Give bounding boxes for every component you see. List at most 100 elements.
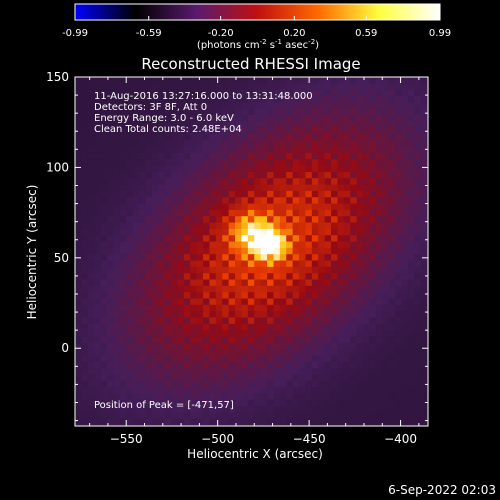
heatmap-cell — [222, 216, 230, 224]
heatmap-cell — [119, 121, 127, 129]
heatmap-cell — [164, 133, 172, 141]
heatmap-cell — [318, 292, 326, 300]
heatmap-cell — [75, 292, 82, 300]
heatmap-cell — [183, 127, 191, 135]
heatmap-cell — [299, 197, 307, 205]
heatmap-cell — [343, 387, 351, 395]
heatmap-cell — [369, 380, 377, 388]
heatmap-cell — [395, 387, 403, 395]
heatmap-cell — [407, 292, 415, 300]
heatmap-cell — [337, 355, 345, 363]
heatmap-cell — [132, 380, 140, 388]
heatmap-cell — [235, 292, 243, 300]
heatmap-cell — [318, 95, 326, 103]
info-line: 11-Aug-2016 13:27:16.000 to 13:31:48.000 — [94, 91, 313, 102]
heatmap-cell — [177, 235, 185, 243]
heatmap-cell — [87, 247, 95, 255]
heatmap-cell — [145, 355, 153, 363]
heatmap-cell — [177, 209, 185, 217]
heatmap-cell — [247, 266, 255, 274]
heatmap-cell — [286, 222, 294, 230]
heatmap-cell — [382, 374, 390, 382]
heatmap-cell — [158, 298, 166, 306]
heatmap-cell — [132, 393, 140, 401]
heatmap-cell — [369, 330, 377, 338]
heatmap-cell — [273, 190, 281, 198]
heatmap-cell — [331, 184, 339, 192]
heatmap-cell — [318, 342, 326, 350]
heatmap-cell — [375, 171, 383, 179]
y-tick-label: 0 — [61, 341, 69, 355]
heatmap-cell — [209, 298, 217, 306]
heatmap-cell — [126, 241, 134, 249]
heatmap-cell — [292, 216, 300, 224]
heatmap-cell — [132, 127, 140, 135]
heatmap-cell — [81, 127, 89, 135]
heatmap-cell — [260, 165, 268, 173]
heatmap-cell — [369, 114, 377, 122]
heatmap-cell — [241, 374, 249, 382]
heatmap-cell — [388, 114, 396, 122]
heatmap-cell — [324, 412, 332, 420]
heatmap-cell — [139, 178, 147, 186]
heatmap-cell — [113, 298, 121, 306]
heatmap-cell — [273, 311, 281, 319]
heatmap-cell — [337, 399, 345, 407]
heatmap-cell — [203, 222, 211, 230]
heatmap-cell — [75, 203, 82, 211]
heatmap-cell — [177, 323, 185, 331]
heatmap-cell — [311, 235, 319, 243]
heatmap-cell — [260, 412, 268, 420]
heatmap-cell — [203, 355, 211, 363]
heatmap-cell — [363, 336, 371, 344]
heatmap-cell — [171, 298, 179, 306]
heatmap-cell — [126, 222, 134, 230]
heatmap-cell — [100, 412, 108, 420]
heatmap-cell — [177, 190, 185, 198]
heatmap-cell — [228, 209, 236, 217]
heatmap-cell — [151, 121, 159, 129]
heatmap-cell — [401, 285, 409, 293]
heatmap-cell — [164, 89, 172, 97]
heatmap-cell — [343, 292, 351, 300]
heatmap-cell — [158, 114, 166, 122]
heatmap-cell — [337, 406, 345, 414]
heatmap-cell — [107, 292, 115, 300]
heatmap-cell — [369, 323, 377, 331]
heatmap-cell — [94, 247, 102, 255]
heatmap-cell — [279, 412, 287, 420]
heatmap-cell — [145, 368, 153, 376]
heatmap-cell — [139, 247, 147, 255]
heatmap-cell — [382, 171, 390, 179]
heatmap-cell — [215, 247, 223, 255]
heatmap-cell — [356, 133, 364, 141]
heatmap-cell — [331, 387, 339, 395]
heatmap-cell — [119, 127, 127, 135]
heatmap-cell — [267, 266, 275, 274]
heatmap-cell — [196, 317, 204, 325]
heatmap-cell — [75, 349, 82, 357]
heatmap-cell — [254, 121, 262, 129]
heatmap-cell — [87, 140, 95, 148]
heatmap-cell — [407, 342, 415, 350]
heatmap-cell — [292, 349, 300, 357]
heatmap-cell — [311, 298, 319, 306]
heatmap-cell — [337, 108, 345, 116]
heatmap-cell — [203, 311, 211, 319]
heatmap-cell — [139, 121, 147, 129]
heatmap-cell — [235, 108, 243, 116]
heatmap-cell — [388, 330, 396, 338]
heatmap-cell — [196, 114, 204, 122]
heatmap-cell — [196, 184, 204, 192]
heatmap-cell — [331, 178, 339, 186]
heatmap-cell — [260, 285, 268, 293]
heatmap-cell — [241, 171, 249, 179]
heatmap-cell — [356, 292, 364, 300]
heatmap-cell — [273, 399, 281, 407]
heatmap-cell — [324, 178, 332, 186]
heatmap-cell — [203, 323, 211, 331]
heatmap-cell — [267, 406, 275, 414]
heatmap-cell — [100, 159, 108, 167]
heatmap-cell — [407, 108, 415, 116]
heatmap-cell — [247, 260, 255, 268]
